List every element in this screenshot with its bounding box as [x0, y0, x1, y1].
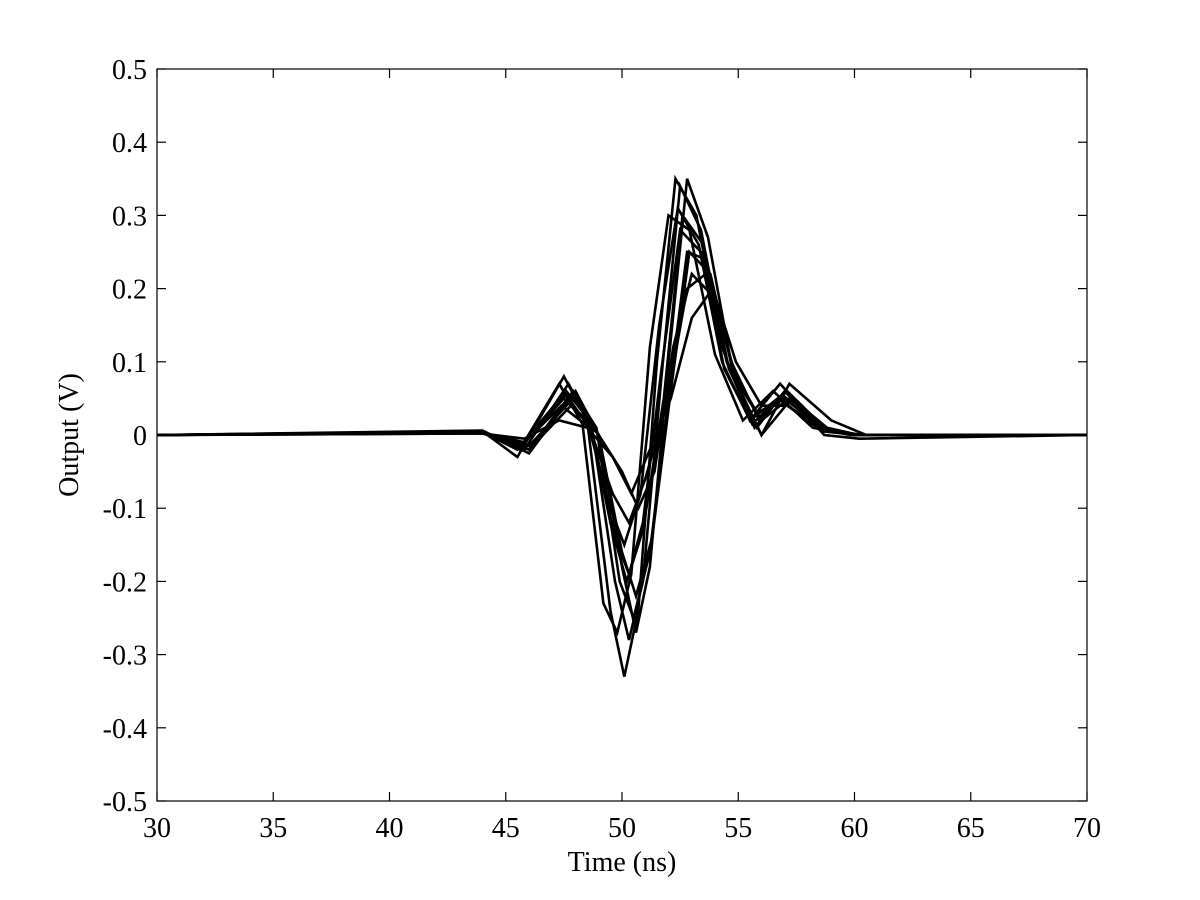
y-tick-label: -0.1: [103, 494, 147, 525]
series-line-5: [156, 249, 1087, 601]
series-line-1: [156, 174, 1087, 677]
x-tick-label: 50: [608, 813, 636, 844]
x-axis-label: Time (ns): [568, 847, 677, 878]
y-tick-label: 0.1: [112, 348, 147, 379]
series-line-6: [156, 211, 1087, 586]
y-tick-label: -0.4: [103, 714, 147, 745]
y-tick-label: 0.4: [112, 128, 147, 159]
x-tick-label: 55: [724, 813, 752, 844]
x-axis-ticks: 30 35 40 45 50 55 60 65 70: [143, 69, 1101, 844]
x-tick-label: 45: [492, 813, 520, 844]
x-tick-label: 60: [841, 813, 869, 844]
series-line-9: [156, 271, 1087, 512]
y-axis-label: Output (V): [54, 373, 85, 497]
y-tick-label: 0: [133, 421, 147, 452]
y-tick-label: 0.5: [112, 55, 147, 86]
x-tick-label: 70: [1073, 813, 1101, 844]
y-tick-label: -0.5: [103, 787, 147, 818]
x-tick-label: 65: [957, 813, 985, 844]
series-line-12: [156, 227, 1087, 579]
y-tick-label: -0.2: [103, 567, 147, 598]
series-line-8: [156, 285, 1087, 497]
x-tick-label: 30: [143, 813, 171, 844]
y-axis-ticks: 0.5 0.4 0.3 0.2 0.1 0 -0.1 -0.2 -0.3 -0.4 -0.5: [103, 55, 1087, 818]
series-line-10: [156, 204, 1087, 549]
y-tick-label: 0.3: [112, 201, 147, 232]
series-line-11: [156, 250, 1087, 623]
y-tick-label: 0.2: [112, 275, 147, 306]
x-tick-label: 35: [259, 813, 287, 844]
series-group: [156, 174, 1088, 677]
x-tick-label: 40: [376, 813, 404, 844]
series-line-7: [156, 271, 1087, 526]
y-tick-label: -0.3: [103, 641, 147, 672]
